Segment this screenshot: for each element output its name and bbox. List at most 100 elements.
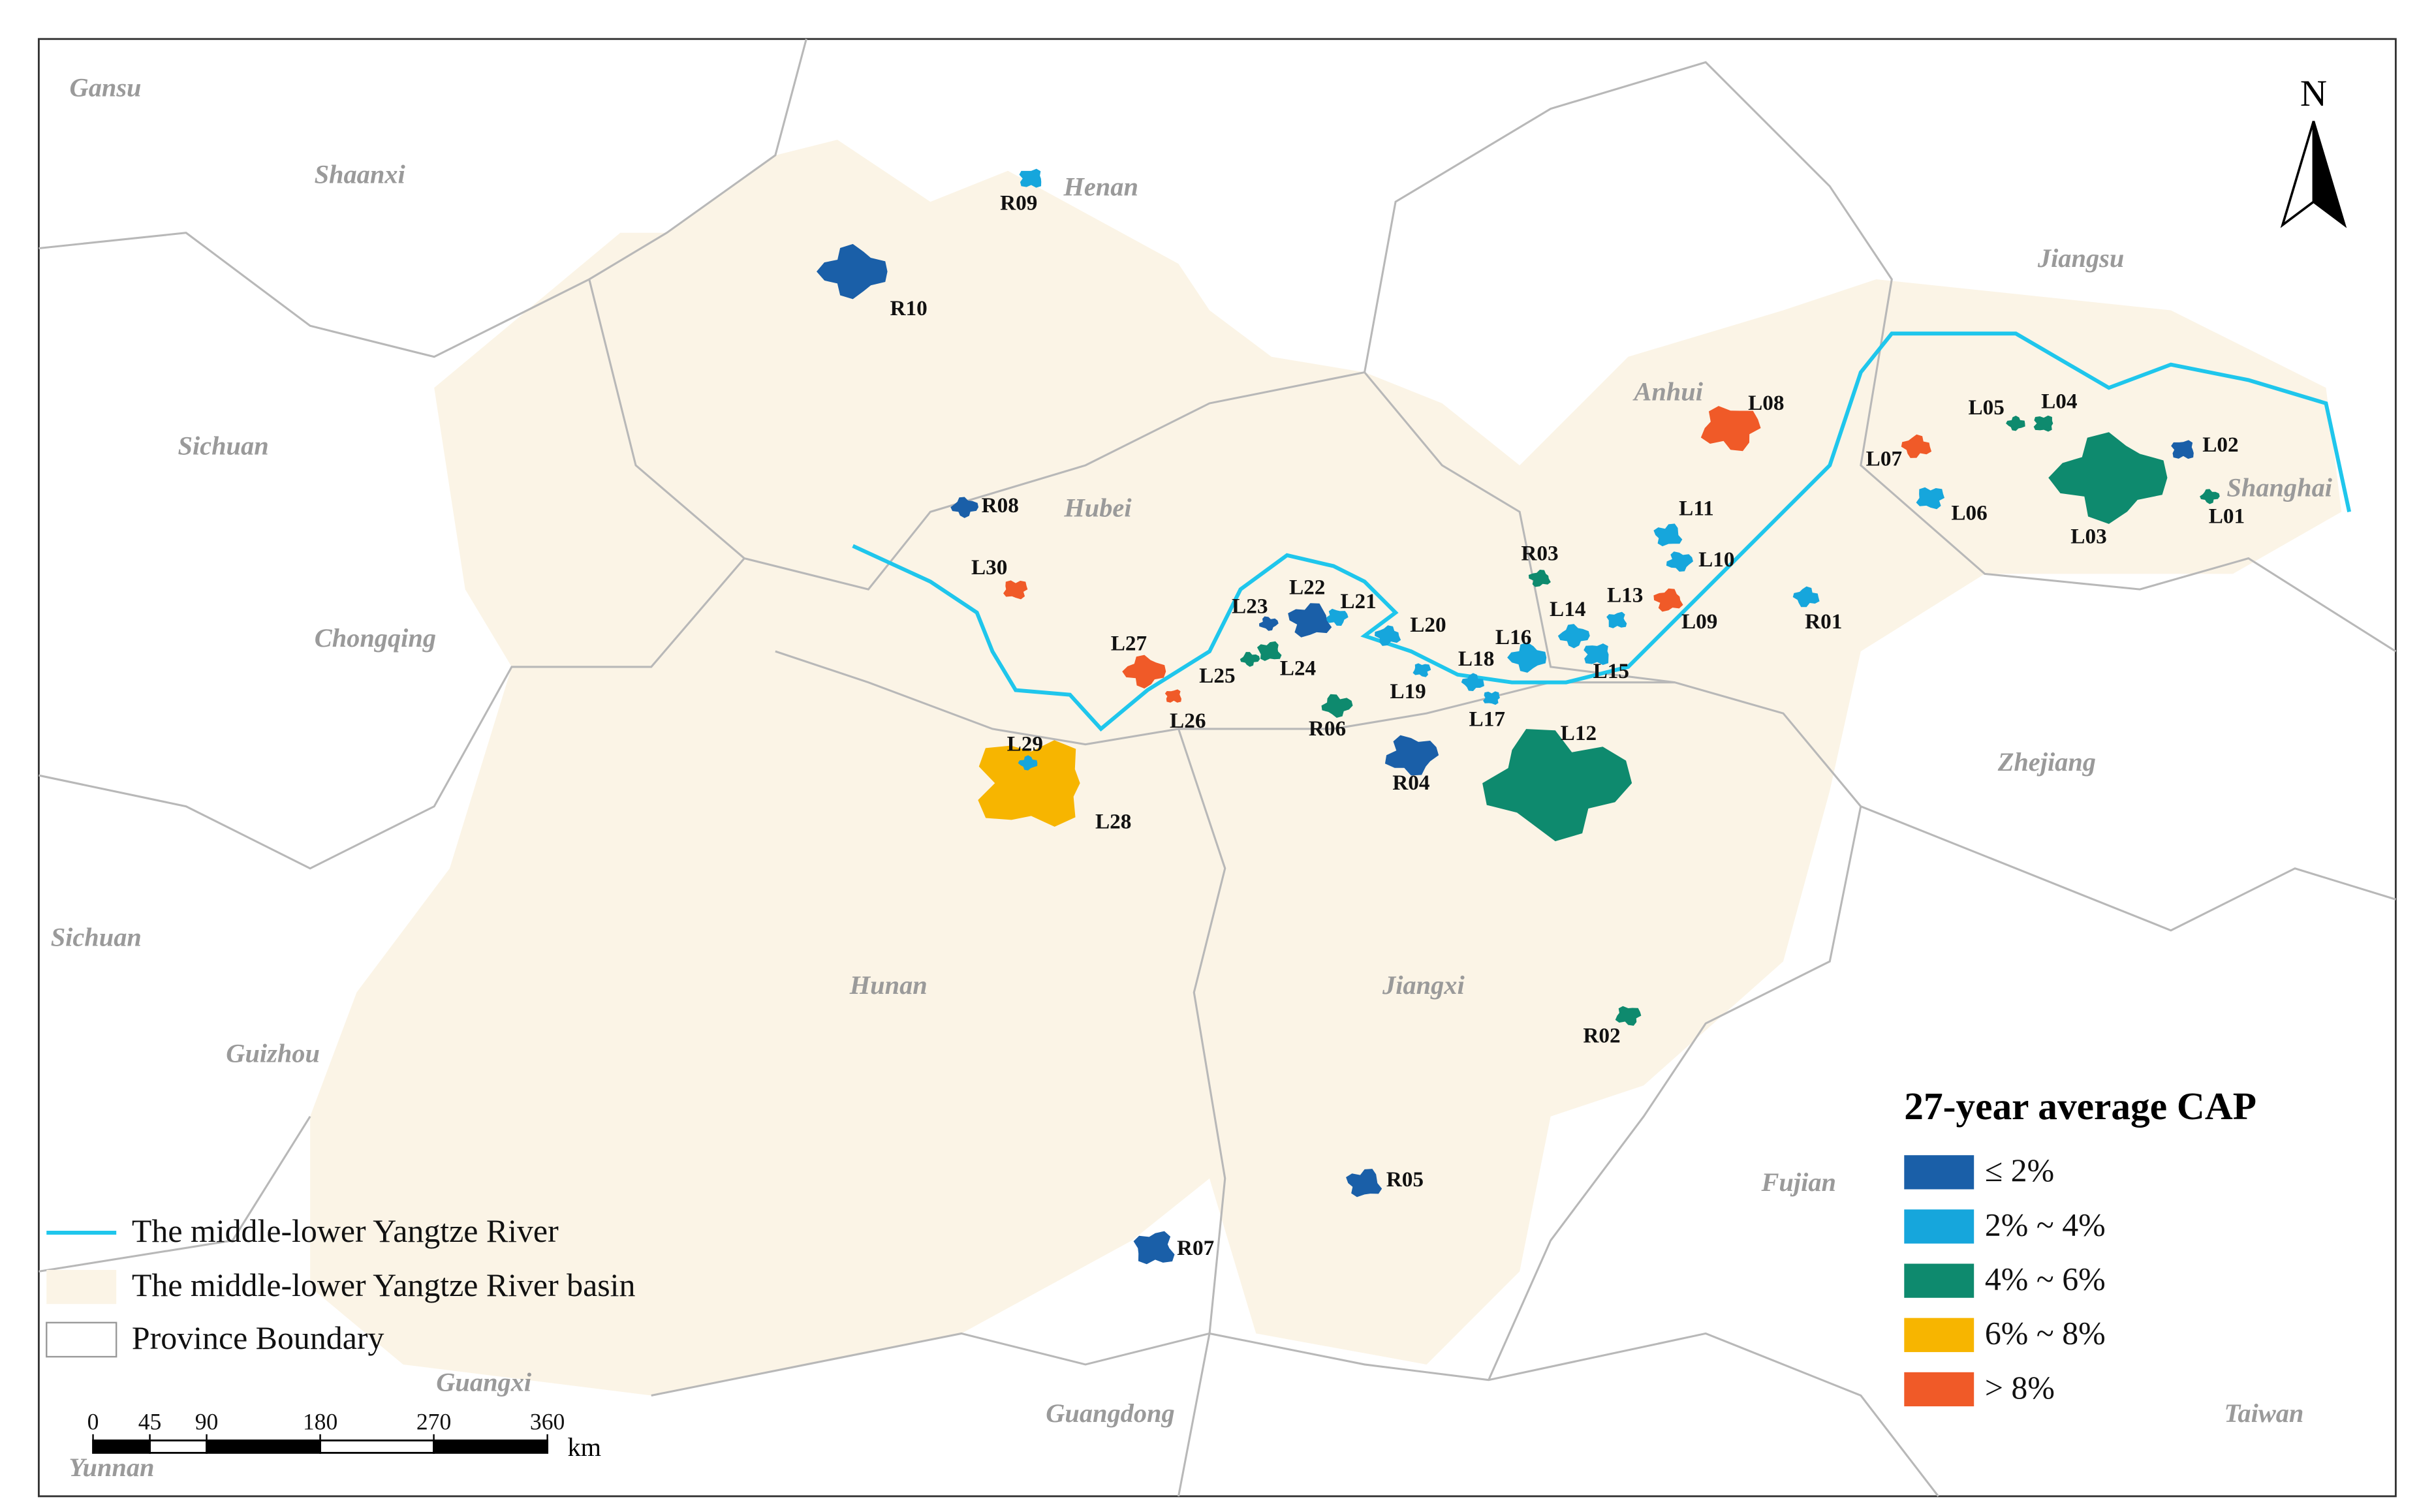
water-body: [1288, 603, 1332, 638]
water-body-label: R04: [1392, 771, 1430, 795]
province-boundaries: [39, 39, 2397, 1497]
north-arrow-right: [2312, 121, 2347, 228]
river-legend: The middle-lower Yangtze River: [132, 1213, 559, 1249]
scale-segment: [319, 1439, 435, 1454]
north-arrow: N: [2280, 73, 2347, 228]
water-body: [1003, 580, 1028, 600]
province-boundary: [651, 1332, 1939, 1497]
water-body: [2033, 415, 2053, 432]
scale-tick-label: 90: [195, 1409, 219, 1435]
water-body: [1375, 625, 1401, 646]
water-body: [1653, 523, 1683, 547]
water-body-label: L25: [1199, 664, 1235, 688]
province-boundary: [1178, 681, 1862, 1381]
province-label: Yunnan: [69, 1453, 155, 1482]
water-body-label: R10: [890, 296, 927, 320]
scale-unit: km: [567, 1432, 601, 1462]
scale-tick-label: 270: [416, 1409, 451, 1435]
water-body: [1653, 588, 1683, 612]
basin-swatch: [46, 1270, 117, 1304]
water-body: [1346, 1169, 1382, 1197]
boundary-legend: Province Boundary: [132, 1320, 384, 1356]
water-body-label: L28: [1095, 809, 1131, 833]
water-body: [1018, 755, 1038, 771]
water-body: [1240, 652, 1260, 667]
boundary-swatch: [46, 1321, 117, 1358]
province-boundary: [1860, 805, 2396, 932]
water-body-label: L26: [1170, 709, 1206, 733]
province-boundary: [39, 557, 745, 870]
water-body-label: R02: [1583, 1023, 1620, 1047]
water-body-label: L18: [1458, 647, 1494, 671]
legend-label: > 8%: [1985, 1370, 2055, 1406]
water-body-label: L20: [1410, 613, 1446, 637]
scale-tick-label: 0: [87, 1409, 99, 1435]
water-body: [1412, 663, 1431, 677]
province-boundary: [588, 279, 1675, 684]
water-body: [2006, 416, 2025, 431]
legend-swatch: [1904, 1318, 1974, 1352]
water-body: [1792, 586, 1820, 608]
water-body: [1615, 1006, 1642, 1026]
water-body-label: R08: [982, 493, 1019, 517]
water-body-label: L10: [1698, 548, 1734, 572]
water-body-label: R03: [1521, 541, 1558, 565]
water-body: [1584, 643, 1609, 666]
water-body: [817, 243, 888, 300]
water-body-label: L29: [1007, 732, 1043, 756]
province-boundary: [1364, 61, 2397, 653]
water-body: [1916, 487, 1945, 510]
water-body-label: L27: [1111, 631, 1147, 655]
water-body: [1133, 1231, 1175, 1265]
legend-label: 6% ~ 8%: [1985, 1316, 2106, 1351]
layer-legend: The middle-lower Yangtze River The middl…: [46, 1213, 636, 1358]
province-label: Jiangxi: [1382, 970, 1465, 1000]
province-label: Jiangsu: [2037, 243, 2124, 273]
scale-tick-label: 180: [303, 1409, 337, 1435]
water-body-label: R07: [1177, 1236, 1214, 1260]
water-body: [1507, 642, 1547, 673]
water-body: [1901, 434, 1932, 458]
province-label: Fujian: [1761, 1167, 1836, 1197]
water-body-label: L07: [1866, 447, 1902, 471]
province-label: Guizhou: [226, 1039, 320, 1068]
province-label: Taiwan: [2224, 1398, 2303, 1428]
water-body: [1483, 691, 1500, 705]
water-body: [1528, 569, 1551, 587]
legend-label: ≤ 2%: [1985, 1152, 2054, 1188]
province-label: Guangdong: [1046, 1398, 1174, 1428]
water-body-label: L04: [2041, 390, 2078, 414]
water-body: [1461, 673, 1484, 691]
basin-legend: The middle-lower Yangtze River basin: [132, 1267, 636, 1303]
water-body-label: L23: [1232, 594, 1268, 618]
water-body: [1700, 406, 1761, 452]
water-body-label: L09: [1681, 609, 1717, 634]
yangtze-river: [852, 332, 2351, 732]
water-body: [2200, 489, 2220, 504]
water-body-label: L11: [1679, 497, 1714, 521]
province-boundary: [39, 39, 807, 358]
scale-segment: [92, 1439, 151, 1454]
province-boundary: [775, 650, 1226, 1497]
water-body: [1321, 694, 1353, 718]
legend-label: 4% ~ 6%: [1985, 1261, 2106, 1297]
scale-segment: [206, 1439, 321, 1454]
water-body: [2171, 440, 2194, 459]
water-body: [1164, 689, 1182, 703]
water-body: [1122, 655, 1166, 689]
province-label: Guangxi: [436, 1367, 532, 1396]
water-body-label: L19: [1390, 679, 1426, 703]
scale-tick-label: 45: [138, 1409, 162, 1435]
water-body-label: L06: [1951, 501, 1987, 525]
legend-label: 2% ~ 4%: [1985, 1207, 2106, 1242]
water-body: [950, 497, 979, 518]
water-body-label: L12: [1561, 721, 1597, 745]
province-label: Sichuan: [178, 431, 269, 460]
water-body-label: L03: [2070, 524, 2106, 548]
water-body: [1557, 624, 1590, 649]
water-body-label: L02: [2202, 433, 2238, 457]
water-body-label: L01: [2209, 504, 2245, 528]
legend-swatch: [1904, 1372, 1974, 1407]
